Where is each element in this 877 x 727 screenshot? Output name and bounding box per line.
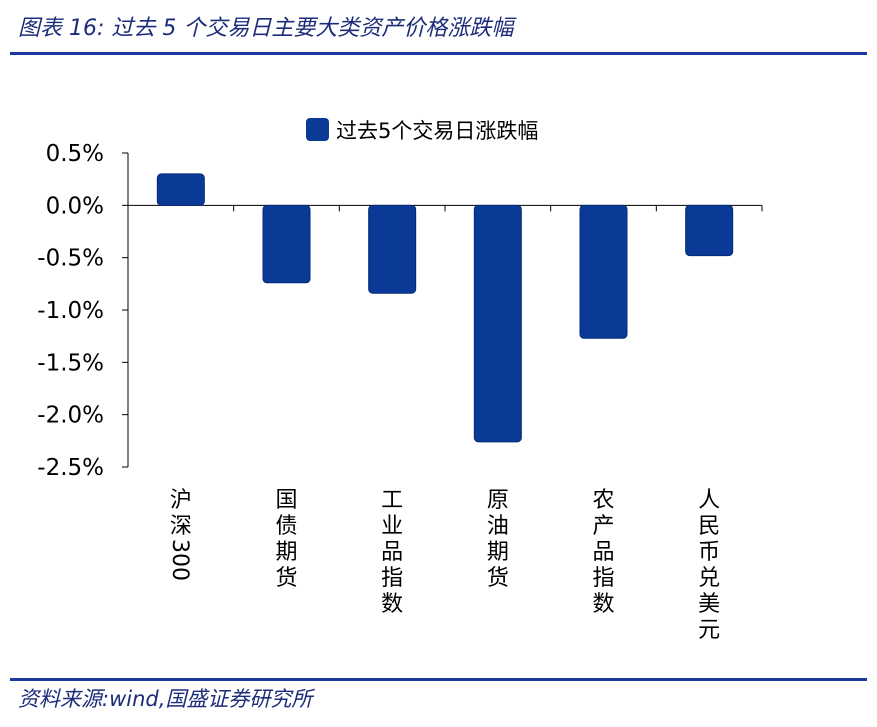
legend-swatch xyxy=(306,118,329,141)
y-tick-label: -1.5% xyxy=(37,350,104,376)
x-category-text: 指 xyxy=(381,566,403,591)
bar-chart: 过去5个交易日涨跌幅 0.5% 0.0% -0.5% -1.0% -1.5% -2.0% -… xyxy=(37,118,763,643)
x-category-text: 数 xyxy=(592,592,614,617)
x-category-text: 期 xyxy=(487,540,509,565)
x-category-text: 农 xyxy=(592,488,614,513)
bar xyxy=(156,173,205,206)
x-category-text: 民 xyxy=(698,514,720,539)
legend-label: 过去5个交易日涨跌幅 xyxy=(336,119,538,143)
y-tick-labels: 0.5% 0.0% -0.5% -1.0% -1.5% -2.0% -2.5% xyxy=(37,141,104,481)
x-category-text: 油 xyxy=(487,514,509,539)
x-category-text: 债 xyxy=(275,514,297,539)
x-category-text: 沪 xyxy=(170,488,192,513)
x-category-text: 币 xyxy=(698,540,720,565)
y-tick-label: -0.5% xyxy=(37,246,104,272)
y-tick-label: 0.5% xyxy=(46,141,104,167)
figure-title: 图表 16: 过去 5 个交易日主要大类资产价格涨跌幅 xyxy=(18,16,514,41)
x-category-text: 美 xyxy=(698,592,720,617)
y-tick-label: 0.0% xyxy=(46,193,104,219)
bar xyxy=(368,204,417,294)
x-category-text: 产 xyxy=(592,514,614,539)
figure-source: 资料来源:wind,国盛证券研究所 xyxy=(18,687,313,711)
x-category-text: 人 xyxy=(698,488,720,513)
bar xyxy=(685,204,734,257)
bar xyxy=(579,204,628,339)
bar-series xyxy=(156,173,734,443)
x-category-text: 国 xyxy=(275,488,297,513)
x-category-text: 期 xyxy=(275,540,297,565)
chart-legend: 过去5个交易日涨跌幅 xyxy=(306,118,538,143)
y-tick-label: -2.5% xyxy=(37,455,104,481)
chart-axes xyxy=(122,152,763,468)
y-tick-label: -2.0% xyxy=(37,403,104,429)
bar xyxy=(473,204,522,443)
source-rule xyxy=(10,678,867,681)
x-category-text: 品 xyxy=(592,540,614,565)
x-category-text: 原 xyxy=(487,488,509,513)
x-category-text: 元 xyxy=(698,618,720,643)
x-category-text: 深 xyxy=(170,514,192,539)
y-tick-label: -1.0% xyxy=(37,298,104,324)
x-category-text: 货 xyxy=(487,566,509,591)
x-category-text: 指 xyxy=(592,566,614,591)
x-category-text: 兑 xyxy=(698,566,720,591)
x-category-text: 工 xyxy=(381,488,403,513)
bar xyxy=(262,204,311,284)
x-category-text: 300 xyxy=(167,539,192,581)
x-category-text: 品 xyxy=(381,540,403,565)
x-category-text: 业 xyxy=(381,514,403,539)
title-rule xyxy=(10,52,867,55)
x-category-text: 数 xyxy=(381,592,403,617)
x-category-text: 货 xyxy=(275,566,297,591)
